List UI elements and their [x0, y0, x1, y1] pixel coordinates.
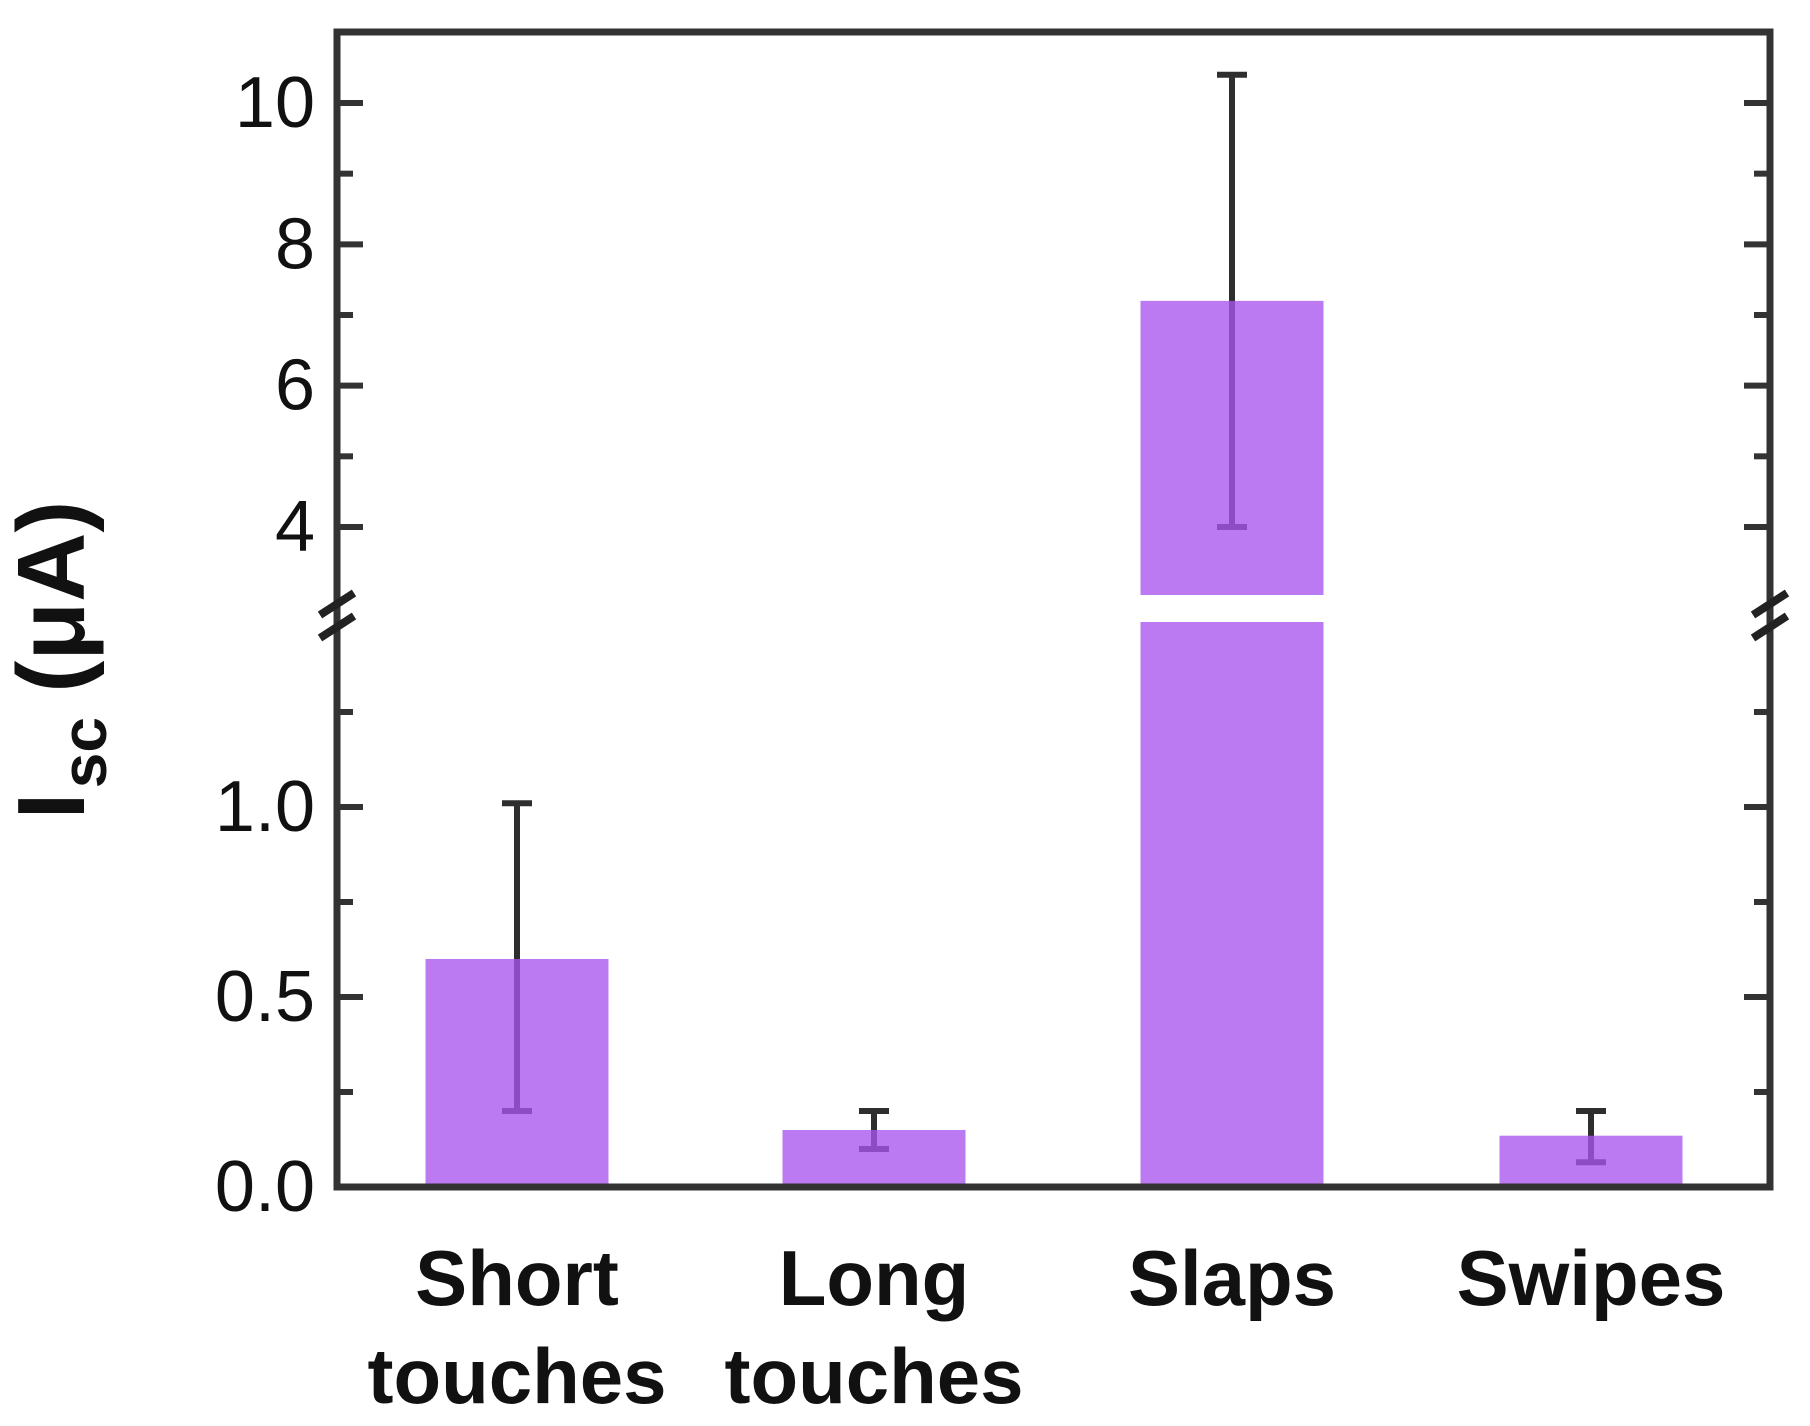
- bar-lower-segment: [1140, 622, 1324, 1187]
- category-label: touches: [724, 1332, 1023, 1420]
- right-axis-break-slash: [1750, 589, 1790, 619]
- left-axis-break-slash: [317, 612, 357, 642]
- y-axis-label-unit: (μA): [0, 501, 105, 693]
- bars-layer: [425, 300, 1683, 1187]
- category-labels-layer: Short touches Long touches Slaps Swipes: [367, 1234, 1725, 1420]
- y-tick-label: 0.5: [215, 957, 315, 1037]
- category-label: Swipes: [1457, 1234, 1726, 1322]
- error-bars-layer: [502, 71, 1606, 1166]
- axis-frame-layer: [333, 28, 1774, 1191]
- category-label: Short: [415, 1234, 619, 1322]
- y-tick-label: 4: [275, 487, 315, 567]
- right-axis-break-slash: [1750, 612, 1790, 642]
- y-axis-label-subscript: sc: [48, 717, 120, 788]
- tick-labels-layer: 0.0 0.5 1.0 4 6 8 10: [215, 63, 315, 1227]
- bar: [782, 1130, 966, 1187]
- bar: [1499, 1135, 1683, 1187]
- bar: [425, 959, 609, 1187]
- y-tick-label: 10: [235, 63, 315, 143]
- y-tick-label: 1.0: [215, 767, 315, 847]
- y-tick-label: 0.0: [215, 1147, 315, 1227]
- category-label: Slaps: [1128, 1234, 1336, 1322]
- y-tick-label: 6: [275, 346, 315, 426]
- left-axis-break-slash: [317, 589, 357, 619]
- y-axis-label: I sc (μA): [0, 501, 120, 820]
- bar-upper-segment: [1140, 300, 1324, 595]
- category-label: Long: [779, 1234, 970, 1322]
- axis-ticks-layer: [337, 99, 1770, 1190]
- axis-break-layer: [317, 589, 1790, 642]
- y-axis-label-main: I: [0, 793, 105, 820]
- y-tick-label: 8: [275, 204, 315, 284]
- category-label: touches: [367, 1332, 666, 1420]
- plot-frame: [333, 28, 1774, 1191]
